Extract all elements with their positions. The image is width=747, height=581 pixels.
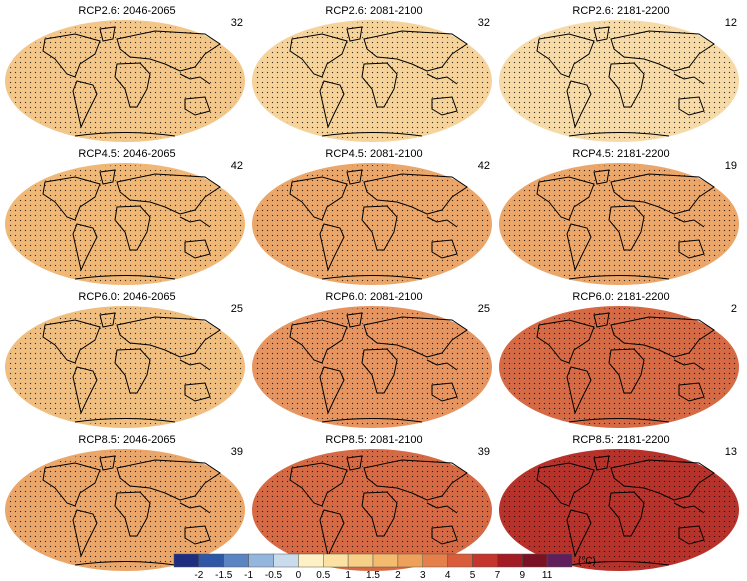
panel-title: RCP8.5: 2081-2100 (325, 434, 422, 446)
panel-count: 25 (231, 303, 243, 315)
panel-count: 39 (231, 446, 243, 458)
color-swatch (372, 553, 399, 568)
colorbar-label: 1 (345, 570, 351, 581)
significance-dots (254, 308, 490, 426)
colorbar-label: -1 (244, 570, 253, 581)
map-panel: RCP4.5: 2046-2065 42 (5, 148, 245, 285)
map-panel: RCP2.6: 2081-2100 32 (252, 5, 492, 142)
colorbar-label: 1.5 (366, 570, 380, 581)
panel-count: 39 (478, 446, 490, 458)
colorbar-label: -1.5 (215, 570, 233, 581)
significance-dots (501, 165, 737, 283)
color-swatch (323, 553, 349, 568)
color-swatch (472, 553, 498, 568)
panel-title: RCP2.6: 2181-2200 (572, 5, 669, 17)
colorbar-label: 11 (542, 570, 553, 581)
panel-title: RCP4.5: 2046-2065 (78, 148, 175, 160)
colorbar-label: 5 (470, 570, 476, 581)
color-swatch (447, 553, 473, 568)
significance-dots (7, 451, 243, 569)
color-swatch (248, 553, 274, 568)
map-panel: RCP4.5: 2181-2200 19 (499, 148, 739, 285)
color-swatch (397, 553, 423, 568)
panel-title: RCP8.5: 2046-2065 (78, 434, 175, 446)
panel-count: 42 (478, 160, 490, 172)
color-swatch (273, 553, 299, 568)
panel-title: RCP2.6: 2046-2065 (78, 5, 175, 17)
colorbar-label: 4 (445, 570, 451, 581)
panel-title: RCP6.0: 2181-2200 (572, 291, 669, 303)
map-panel: RCP2.6: 2046-2065 32 (5, 5, 245, 142)
panel-count: 25 (478, 303, 490, 315)
map-panel: RCP6.0: 2046-2065 25 (5, 291, 245, 428)
panel-count: 12 (725, 17, 737, 29)
colorbar-label: 9 (519, 570, 525, 581)
colorbar-label: 7 (495, 570, 501, 581)
color-swatch (497, 553, 523, 568)
panel-count: 13 (725, 446, 737, 458)
panel-title: RCP6.0: 2046-2065 (78, 291, 175, 303)
colorbar-label: 2 (395, 570, 401, 581)
color-swatch (298, 553, 324, 568)
panel-title: RCP6.0: 2081-2100 (325, 291, 422, 303)
panel-title: RCP4.5: 2181-2200 (572, 148, 669, 160)
significance-dots (7, 165, 243, 283)
panel-count: 32 (231, 17, 243, 29)
map-panel: RCP8.5: 2081-2100 39 (252, 434, 492, 571)
color-swatch (173, 553, 200, 568)
color-swatch (223, 553, 249, 568)
map-panel: RCP8.5: 2181-2200 13 (499, 434, 739, 571)
significance-dots (501, 308, 737, 426)
significance-dots (254, 451, 490, 569)
colorbar-label: -0.5 (265, 570, 283, 581)
map-panel: RCP6.0: 2181-2200 2 (499, 291, 739, 428)
colorbar-label: 0 (296, 570, 302, 581)
significance-dots (7, 308, 243, 426)
panel-count: 32 (478, 17, 490, 29)
color-swatch (546, 553, 573, 568)
colorbar-unit: (°C) (578, 556, 596, 567)
significance-dots (501, 451, 737, 569)
panel-count: 19 (725, 160, 737, 172)
color-swatch (198, 553, 224, 568)
panel-title: RCP4.5: 2081-2100 (325, 148, 422, 160)
map-panel: RCP2.6: 2181-2200 12 (499, 5, 739, 142)
significance-dots (501, 22, 737, 140)
map-panel: RCP4.5: 2081-2100 42 (252, 148, 492, 285)
color-swatch (422, 553, 448, 568)
panel-count: 2 (731, 303, 737, 315)
colorbar-label: 0.5 (316, 570, 330, 581)
color-swatch (522, 553, 548, 568)
significance-dots (254, 22, 490, 140)
colorbar-label: -2 (194, 570, 203, 581)
color-swatch (347, 553, 374, 568)
significance-dots (7, 22, 243, 140)
colorbar-label: 3 (420, 570, 426, 581)
panel-title: RCP8.5: 2181-2200 (572, 434, 669, 446)
panel-title: RCP2.6: 2081-2100 (325, 5, 422, 17)
map-panel: RCP8.5: 2046-2065 39 (5, 434, 245, 571)
map-panel: RCP6.0: 2081-2100 25 (252, 291, 492, 428)
significance-dots (254, 165, 490, 283)
panel-count: 42 (231, 160, 243, 172)
colorbar: -2 -1.5 -1 -0.5 0 0.5 1 1.5 2 3 4 5 7 9 11 (°C) (173, 553, 596, 581)
